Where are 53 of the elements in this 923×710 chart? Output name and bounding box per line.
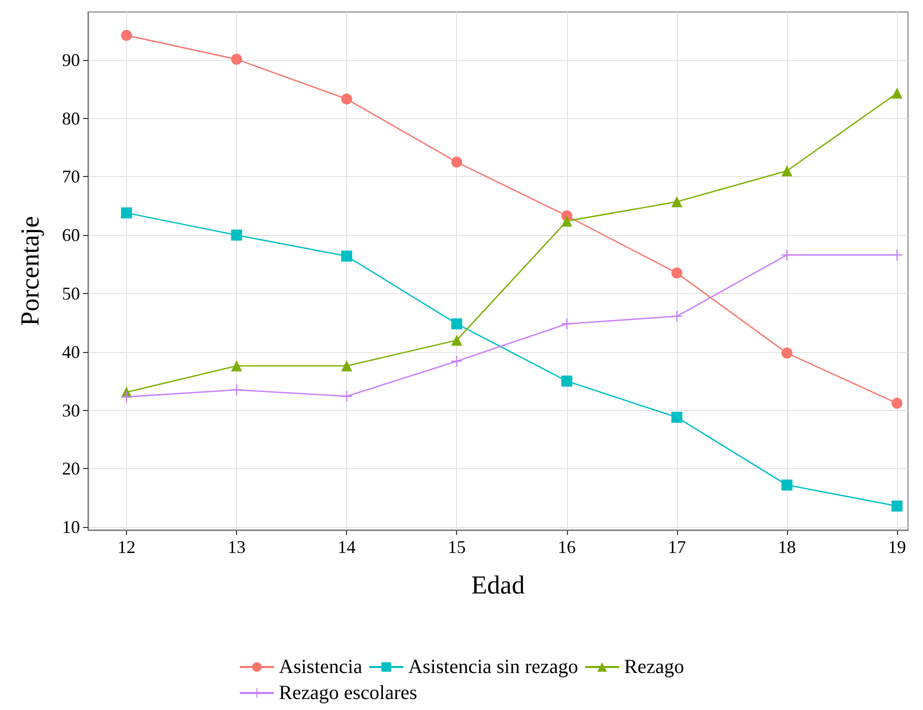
point: [671, 196, 682, 208]
x-tick-label: 12: [118, 537, 136, 557]
point: [891, 249, 902, 260]
point: [231, 230, 242, 241]
x-tick-label: 19: [888, 537, 906, 557]
legend-label: Rezago escolares: [278, 682, 418, 704]
point: [121, 207, 132, 218]
point: [671, 310, 682, 322]
point: [781, 165, 792, 176]
point: [671, 412, 682, 423]
x-tick-label: 14: [338, 537, 356, 557]
point: [451, 318, 462, 330]
y-tick-label: 90: [62, 50, 80, 70]
point: [561, 216, 572, 227]
y-tick-label: 60: [62, 225, 80, 246]
point: [892, 398, 902, 409]
point: [451, 334, 462, 346]
legend-label: Rezago: [624, 656, 684, 678]
point: [341, 94, 352, 105]
point: [451, 156, 462, 168]
y-tick-label: 20: [62, 458, 80, 479]
y-tick-label: 50: [62, 283, 80, 304]
point: [891, 500, 902, 512]
x-tick-label: 15: [448, 537, 466, 557]
point: [891, 88, 902, 99]
point: [341, 360, 352, 372]
point: [451, 356, 462, 367]
x-tick-label: 16: [558, 537, 576, 557]
point: [341, 390, 352, 402]
y-tick-label: 40: [62, 342, 80, 362]
y-tick-label: 30: [62, 400, 80, 420]
point: [561, 318, 572, 330]
x-tick-label: 13: [228, 537, 246, 557]
y-tick-label: 10: [62, 517, 80, 538]
legend-label: Asistencia sin rezago: [408, 656, 578, 678]
point: [231, 54, 242, 65]
y-axis-title: Porcentaje: [16, 216, 44, 326]
x-axis-title: Edad: [471, 570, 525, 600]
y-tick-label: 70: [62, 166, 80, 187]
point: [121, 391, 132, 402]
point: [341, 250, 352, 262]
point: [781, 480, 792, 491]
point: [671, 268, 682, 279]
point: [121, 30, 132, 41]
y-tick-label: 80: [62, 108, 80, 128]
x-tick-label: 17: [668, 537, 686, 557]
point: [561, 376, 572, 387]
x-tick-label: 18: [778, 537, 796, 557]
legend-label: Asistencia: [278, 656, 362, 678]
point: [231, 360, 242, 372]
point: [781, 249, 792, 260]
point: [231, 384, 242, 396]
point: [781, 348, 792, 359]
